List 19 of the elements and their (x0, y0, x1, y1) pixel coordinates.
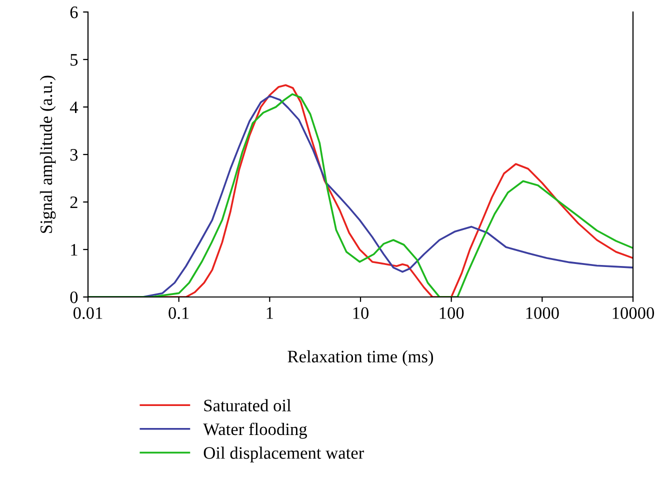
y-tick-label: 2 (70, 196, 78, 208)
legend-label: Saturated oil (204, 399, 292, 412)
x-tick-label: 1000 (526, 307, 559, 319)
y-axis-title: Signal amplitude (a.u.) (40, 76, 56, 233)
y-tick-label: 6 (70, 6, 78, 18)
y-tick-label: 4 (70, 102, 78, 114)
legend-label: Water flooding (203, 422, 307, 439)
y-tick-label: 3 (70, 149, 78, 161)
x-tick-label: 0.1 (168, 307, 189, 320)
x-tick-label: 10 (353, 307, 369, 319)
x-axis-title: Relaxation time (ms) (288, 350, 434, 366)
y-tick-label: 5 (70, 54, 78, 66)
y-tick-label: 0 (70, 291, 78, 304)
legend-label: Oil displacement water (204, 446, 364, 462)
x-tick-label: 0.01 (73, 307, 102, 320)
x-tick-label: 1 (266, 307, 273, 319)
x-tick-label: 10000 (612, 307, 654, 319)
x-tick-label: 100 (440, 307, 464, 319)
y-tick-label: 1 (71, 244, 78, 256)
